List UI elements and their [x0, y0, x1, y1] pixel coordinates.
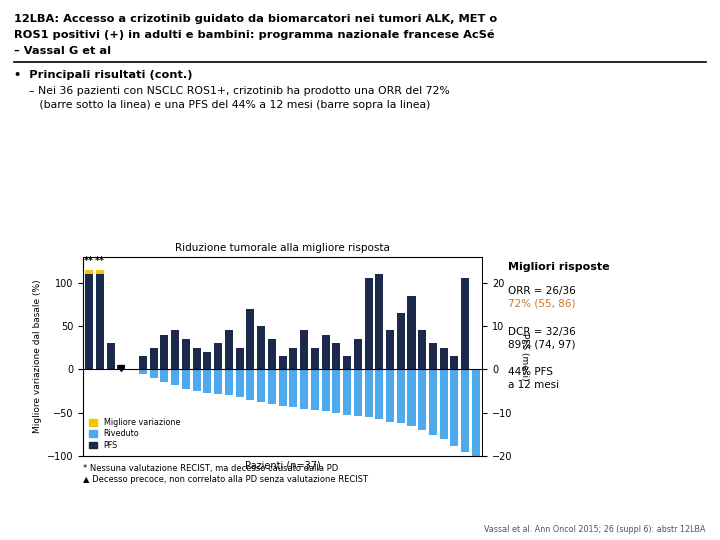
- Bar: [203, 352, 212, 369]
- Bar: [364, 278, 372, 369]
- Bar: [333, 343, 341, 369]
- Bar: [451, 369, 459, 446]
- Text: 89% (74, 97): 89% (74, 97): [508, 339, 575, 349]
- Bar: [397, 313, 405, 369]
- Text: DCR = 32/36: DCR = 32/36: [508, 327, 575, 337]
- Bar: [85, 274, 94, 369]
- Text: – Nei 36 pazienti con NSCLC ROS1+, crizotinib ha prodotto una ORR del 72%: – Nei 36 pazienti con NSCLC ROS1+, crizo…: [29, 86, 449, 97]
- Text: ▲ Decesso precoce, non correlato alla PD senza valutazione RECIST: ▲ Decesso precoce, non correlato alla PD…: [83, 475, 368, 484]
- Y-axis label: PFS (mesi): PFS (mesi): [521, 333, 529, 380]
- Bar: [311, 348, 319, 369]
- Bar: [225, 330, 233, 369]
- Bar: [214, 369, 222, 394]
- Bar: [150, 369, 158, 378]
- Bar: [214, 343, 222, 369]
- Bar: [203, 369, 212, 393]
- Bar: [150, 348, 158, 369]
- Bar: [257, 369, 265, 402]
- Bar: [418, 330, 426, 369]
- Bar: [289, 369, 297, 407]
- Text: ORR = 26/36: ORR = 26/36: [508, 286, 575, 296]
- Text: 44% PFS: 44% PFS: [508, 367, 552, 377]
- Bar: [235, 348, 243, 369]
- Bar: [397, 369, 405, 423]
- Bar: [472, 369, 480, 456]
- Bar: [408, 369, 415, 426]
- Bar: [408, 295, 415, 369]
- Bar: [462, 369, 469, 452]
- Bar: [171, 330, 179, 369]
- Bar: [139, 356, 147, 369]
- Text: (barre sotto la linea) e una PFS del 44% a 12 mesi (barre sopra la linea): (barre sotto la linea) e una PFS del 44%…: [29, 100, 430, 110]
- Text: Migliori risposte: Migliori risposte: [508, 262, 609, 272]
- Bar: [117, 368, 125, 369]
- Text: – Vassal G et al: – Vassal G et al: [14, 46, 112, 56]
- Bar: [386, 330, 394, 369]
- X-axis label: Pazienti (n=37): Pazienti (n=37): [245, 461, 320, 470]
- Text: **: **: [95, 256, 105, 266]
- Bar: [418, 369, 426, 430]
- Bar: [225, 369, 233, 395]
- Bar: [451, 356, 459, 369]
- Bar: [107, 343, 114, 369]
- Legend: Migliore variazione, Riveduto, PFS: Migliore variazione, Riveduto, PFS: [87, 416, 183, 453]
- Bar: [343, 369, 351, 415]
- Bar: [462, 278, 469, 369]
- Bar: [279, 356, 287, 369]
- Text: a 12 mesi: a 12 mesi: [508, 380, 559, 390]
- Bar: [343, 356, 351, 369]
- Text: * Nessuna valutazione RECIST, ma decesso causato dalla PD: * Nessuna valutazione RECIST, ma decesso…: [83, 464, 338, 474]
- Bar: [289, 348, 297, 369]
- Bar: [107, 343, 114, 369]
- Bar: [375, 369, 383, 419]
- Bar: [246, 309, 254, 369]
- Bar: [429, 343, 437, 369]
- Bar: [182, 369, 190, 389]
- Bar: [333, 369, 341, 413]
- Bar: [117, 365, 125, 369]
- Bar: [161, 369, 168, 382]
- Bar: [300, 369, 308, 409]
- Bar: [139, 369, 147, 374]
- Bar: [193, 369, 201, 391]
- Text: •  Principali risultati (cont.): • Principali risultati (cont.): [14, 70, 193, 80]
- Bar: [246, 369, 254, 400]
- Bar: [268, 369, 276, 404]
- Bar: [322, 369, 330, 411]
- Text: 72% (55, 86): 72% (55, 86): [508, 299, 575, 309]
- Title: Riduzione tumorale alla migliore risposta: Riduzione tumorale alla migliore rispost…: [175, 243, 390, 253]
- Bar: [171, 369, 179, 385]
- Bar: [235, 369, 243, 397]
- Bar: [354, 369, 362, 416]
- Bar: [375, 274, 383, 369]
- Bar: [386, 369, 394, 422]
- Bar: [85, 269, 94, 369]
- Text: **: **: [84, 256, 94, 266]
- Bar: [322, 335, 330, 369]
- Bar: [96, 269, 104, 369]
- Bar: [300, 330, 308, 369]
- Bar: [182, 339, 190, 369]
- Text: 12LBA: Accesso a crizotinib guidato da biomarcatori nei tumori ALK, MET o: 12LBA: Accesso a crizotinib guidato da b…: [14, 14, 498, 24]
- Bar: [440, 369, 448, 439]
- Bar: [161, 335, 168, 369]
- Bar: [440, 348, 448, 369]
- Text: ROS1 positivi (+) in adulti e bambini: programma nazionale francese AcSé: ROS1 positivi (+) in adulti e bambini: p…: [14, 30, 495, 40]
- Bar: [257, 326, 265, 369]
- Bar: [311, 369, 319, 410]
- Bar: [193, 348, 201, 369]
- Bar: [354, 339, 362, 369]
- Bar: [364, 369, 372, 417]
- Bar: [279, 369, 287, 406]
- Y-axis label: Migliore variazione dal basale (%): Migliore variazione dal basale (%): [33, 280, 42, 433]
- Text: Vassal et al. Ann Oncol 2015; 26 (suppl 6): abstr 12LBA: Vassal et al. Ann Oncol 2015; 26 (suppl …: [484, 524, 706, 534]
- Bar: [429, 369, 437, 435]
- Bar: [268, 339, 276, 369]
- Bar: [96, 274, 104, 369]
